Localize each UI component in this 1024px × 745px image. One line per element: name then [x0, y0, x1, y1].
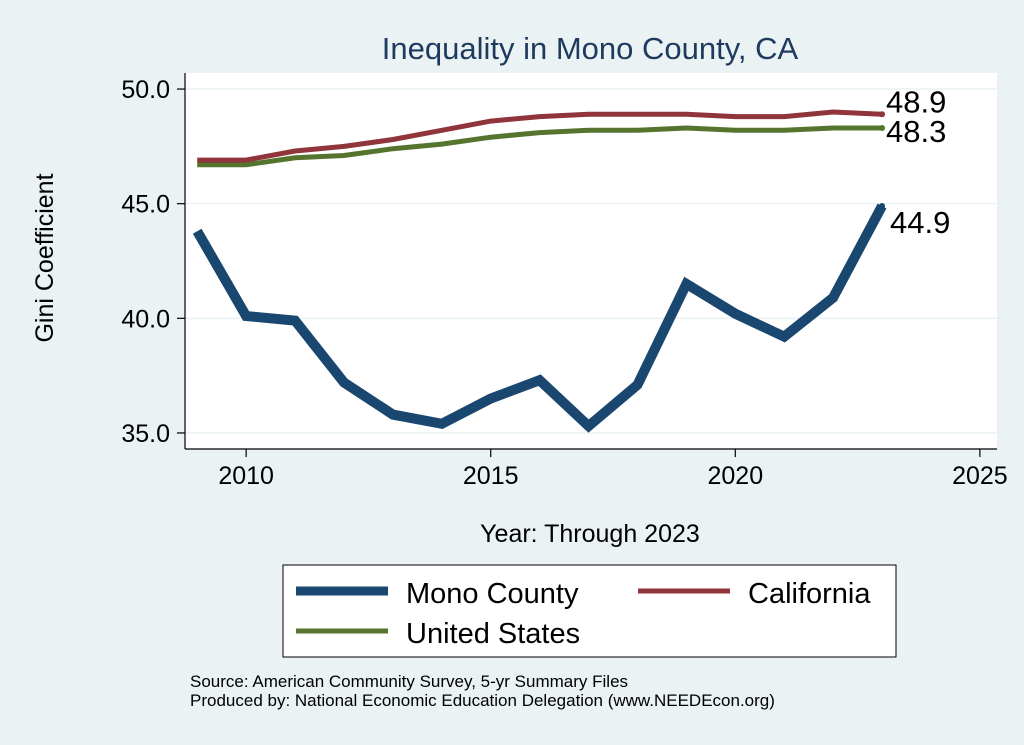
chart-title: Inequality in Mono County, CA	[382, 31, 799, 66]
series-line-mono-county	[192, 203, 887, 433]
x-tick-label: 2015	[463, 462, 519, 490]
series-line-united-states	[197, 125, 882, 168]
ticks: 35.0 40.0 45.0 50.0 2010 2015 2020 2025	[121, 76, 1007, 490]
x-axis-title: Year: Through 2023	[480, 520, 700, 548]
end-point-california	[879, 111, 886, 118]
legend: Mono County California United States	[282, 564, 897, 658]
end-point-united-states	[879, 125, 886, 132]
legend-label-united-states: United States	[406, 618, 580, 650]
end-labels: 44.9 48.948.3	[879, 84, 950, 240]
end-label-mono-county: 44.9	[890, 205, 950, 240]
legend-label-california: California	[748, 578, 871, 610]
source-note: Source: American Community Survey, 5-yr …	[190, 672, 629, 691]
end-point-mono-county	[879, 202, 886, 209]
y-tick-label: 50.0	[121, 76, 170, 104]
x-tick-label: 2020	[707, 462, 763, 490]
end-label-united-states: 48.3	[886, 114, 946, 149]
y-tick-label: 45.0	[121, 191, 170, 219]
x-tick-label: 2025	[952, 462, 1008, 490]
legend-box	[282, 564, 897, 658]
produced-by-note: Produced by: National Economic Education…	[190, 691, 775, 710]
plot-area	[185, 73, 997, 449]
gridlines	[185, 88, 997, 434]
y-tick-label: 35.0	[121, 420, 170, 448]
series-line-california	[197, 109, 883, 163]
legend-label-mono-county: Mono County	[406, 578, 579, 610]
x-tick-label: 2010	[218, 462, 274, 490]
axes	[184, 73, 997, 450]
y-axis-title: Gini Coefficient	[31, 173, 59, 342]
series-lines	[192, 109, 887, 433]
end-label-california: 48.9	[886, 84, 946, 119]
y-tick-label: 40.0	[121, 305, 170, 333]
